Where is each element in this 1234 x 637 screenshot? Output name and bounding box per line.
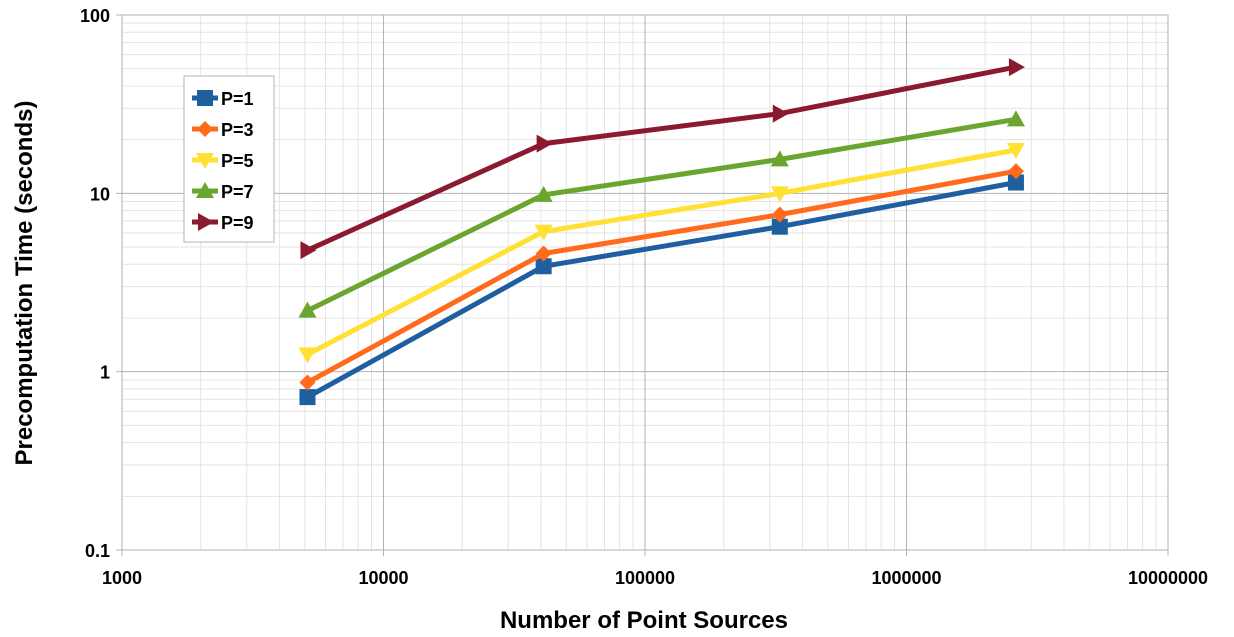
data-point: [771, 206, 788, 223]
data-point: [300, 241, 317, 260]
data-point: [770, 186, 789, 203]
legend-marker: [196, 182, 214, 198]
x-tick-label: 1000000: [871, 568, 941, 588]
data-point: [770, 150, 789, 167]
data-point: [534, 224, 553, 241]
data-point: [1008, 58, 1025, 77]
y-tick-label: 10: [90, 184, 110, 204]
legend-item: P=3: [192, 120, 254, 140]
data-point: [771, 218, 788, 235]
legend: P=1 P=3 P=5 P=7 P=9: [183, 75, 275, 243]
data-point: [772, 104, 789, 123]
legend-marker: [198, 213, 214, 231]
legend-item: P=9: [192, 213, 254, 233]
y-tick-label: 1: [100, 363, 110, 383]
legend-marker: [197, 121, 213, 137]
data-point: [299, 389, 316, 406]
axes: 1000 10000 100000 1000000 10000000 0.1 1 10 100: [80, 6, 1208, 588]
x-tick-label: 1000: [102, 568, 142, 588]
legend-label: P=3: [221, 120, 254, 140]
legend-marker: [196, 153, 214, 169]
data-point: [1006, 142, 1025, 159]
legend-label: P=9: [221, 213, 254, 233]
data-point: [1007, 174, 1024, 191]
legend-label: P=7: [221, 182, 254, 202]
series-line: [306, 180, 1017, 400]
y-axis-title: Precomputation Time (seconds): [11, 101, 38, 466]
data-point: [1006, 110, 1025, 127]
legend-label: P=5: [221, 151, 254, 171]
x-tick-label: 10000: [358, 568, 408, 588]
data-point: [1007, 163, 1024, 180]
series-p-1: [299, 174, 1024, 406]
series-p-7: [298, 110, 1025, 318]
x-axis-title: Number of Point Sources: [500, 607, 788, 634]
legend-item: P=5: [192, 151, 254, 171]
series-p-9: [300, 58, 1025, 260]
legend-label: P=1: [221, 89, 254, 109]
data-point: [536, 134, 553, 153]
series-line: [306, 64, 1017, 253]
series-line: [306, 116, 1017, 313]
y-tick-label: 0.1: [85, 541, 110, 561]
data-point: [535, 258, 552, 275]
x-tick-label: 10000000: [1128, 568, 1208, 588]
data-point: [298, 301, 317, 318]
x-tick-label: 100000: [615, 568, 675, 588]
series-line: [306, 147, 1017, 357]
legend-item: P=7: [192, 182, 254, 202]
series-p-5: [298, 142, 1025, 364]
legend-item: P=1: [192, 89, 254, 109]
series-group: [298, 58, 1025, 406]
series-p-3: [299, 163, 1024, 391]
data-point: [298, 347, 317, 364]
series-line: [306, 168, 1017, 385]
grid: [121, 14, 1169, 551]
data-point: [535, 245, 552, 262]
data-point: [534, 185, 553, 202]
y-tick-label: 100: [80, 6, 110, 26]
data-point: [299, 374, 316, 391]
legend-marker: [197, 90, 213, 106]
